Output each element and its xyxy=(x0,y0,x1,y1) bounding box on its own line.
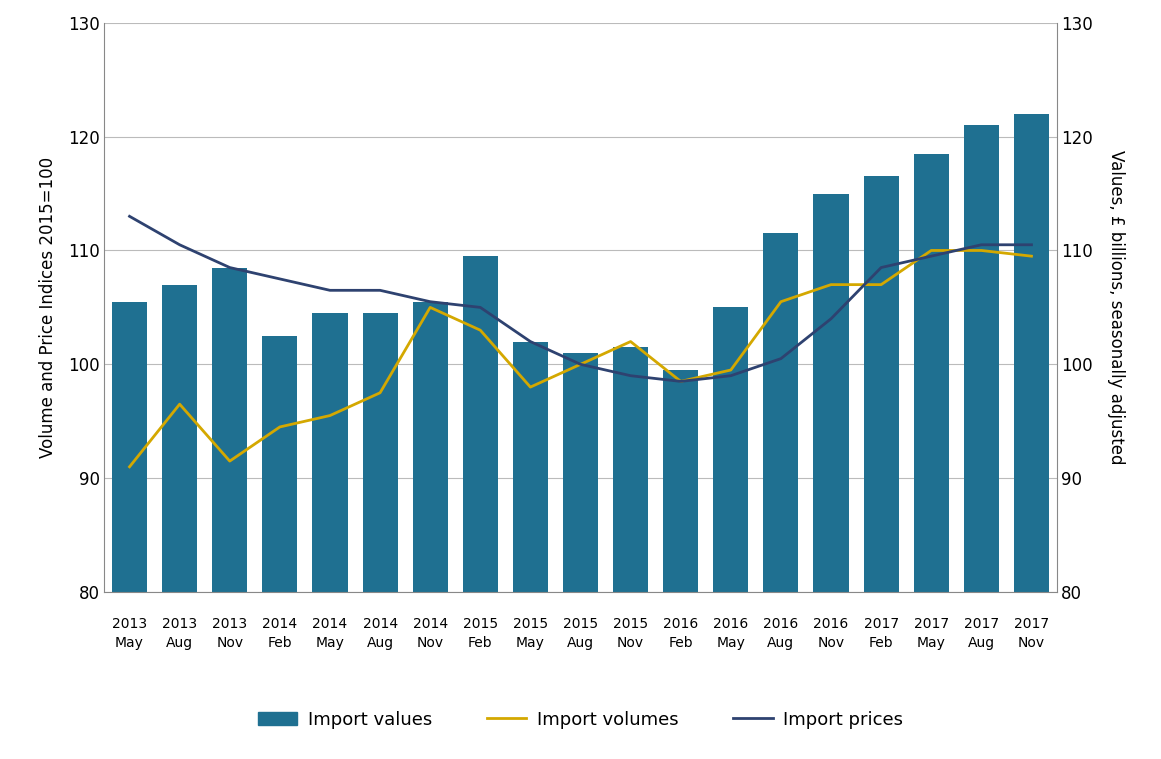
Text: 2016: 2016 xyxy=(763,617,799,631)
Text: Aug: Aug xyxy=(567,637,594,650)
Text: 2016: 2016 xyxy=(713,617,749,631)
Text: 2015: 2015 xyxy=(563,617,598,631)
Text: Feb: Feb xyxy=(868,637,894,650)
Text: Aug: Aug xyxy=(367,637,394,650)
Text: May: May xyxy=(515,637,545,650)
Text: Aug: Aug xyxy=(166,637,193,650)
Bar xyxy=(864,177,899,759)
Text: 2014: 2014 xyxy=(412,617,448,631)
Bar xyxy=(212,268,247,759)
Bar xyxy=(463,257,498,759)
Bar xyxy=(713,307,749,759)
Bar xyxy=(964,125,998,759)
Text: 2013: 2013 xyxy=(212,617,247,631)
Text: Feb: Feb xyxy=(669,637,693,650)
Bar xyxy=(814,194,849,759)
Text: May: May xyxy=(115,637,144,650)
Text: Aug: Aug xyxy=(767,637,794,650)
Text: 2013: 2013 xyxy=(111,617,147,631)
Text: 2017: 2017 xyxy=(914,617,949,631)
Text: Feb: Feb xyxy=(468,637,492,650)
Bar xyxy=(914,154,949,759)
Bar xyxy=(663,370,698,759)
Text: 2016: 2016 xyxy=(663,617,698,631)
Text: 2017: 2017 xyxy=(964,617,998,631)
Text: 2017: 2017 xyxy=(1014,617,1050,631)
Bar xyxy=(764,234,799,759)
Text: Nov: Nov xyxy=(417,637,444,650)
Bar xyxy=(111,301,147,759)
Text: May: May xyxy=(316,637,345,650)
Text: 2013: 2013 xyxy=(163,617,197,631)
Bar xyxy=(362,313,397,759)
Text: 2014: 2014 xyxy=(262,617,297,631)
Bar xyxy=(1014,114,1050,759)
Legend: Import values, Import volumes, Import prices: Import values, Import volumes, Import pr… xyxy=(251,704,910,736)
Text: Feb: Feb xyxy=(267,637,293,650)
Y-axis label: Volume and Price Indices 2015=100: Volume and Price Indices 2015=100 xyxy=(38,157,57,458)
Text: 2017: 2017 xyxy=(864,617,899,631)
Y-axis label: Values, £ billions, seasonally adjusted: Values, £ billions, seasonally adjusted xyxy=(1106,150,1125,465)
Bar xyxy=(262,335,297,759)
Text: 2015: 2015 xyxy=(513,617,548,631)
Bar xyxy=(563,353,598,759)
Bar xyxy=(513,342,548,759)
Text: 2014: 2014 xyxy=(362,617,397,631)
Text: May: May xyxy=(716,637,745,650)
Bar xyxy=(412,301,448,759)
Text: Nov: Nov xyxy=(1018,637,1045,650)
Bar xyxy=(163,285,197,759)
Text: 2014: 2014 xyxy=(312,617,347,631)
Text: 2015: 2015 xyxy=(613,617,648,631)
Text: May: May xyxy=(917,637,946,650)
Text: 2015: 2015 xyxy=(463,617,498,631)
Text: Nov: Nov xyxy=(216,637,244,650)
Bar xyxy=(613,348,648,759)
Bar xyxy=(312,313,347,759)
Text: Nov: Nov xyxy=(616,637,644,650)
Text: 2016: 2016 xyxy=(814,617,849,631)
Text: Aug: Aug xyxy=(968,637,995,650)
Text: Nov: Nov xyxy=(817,637,844,650)
